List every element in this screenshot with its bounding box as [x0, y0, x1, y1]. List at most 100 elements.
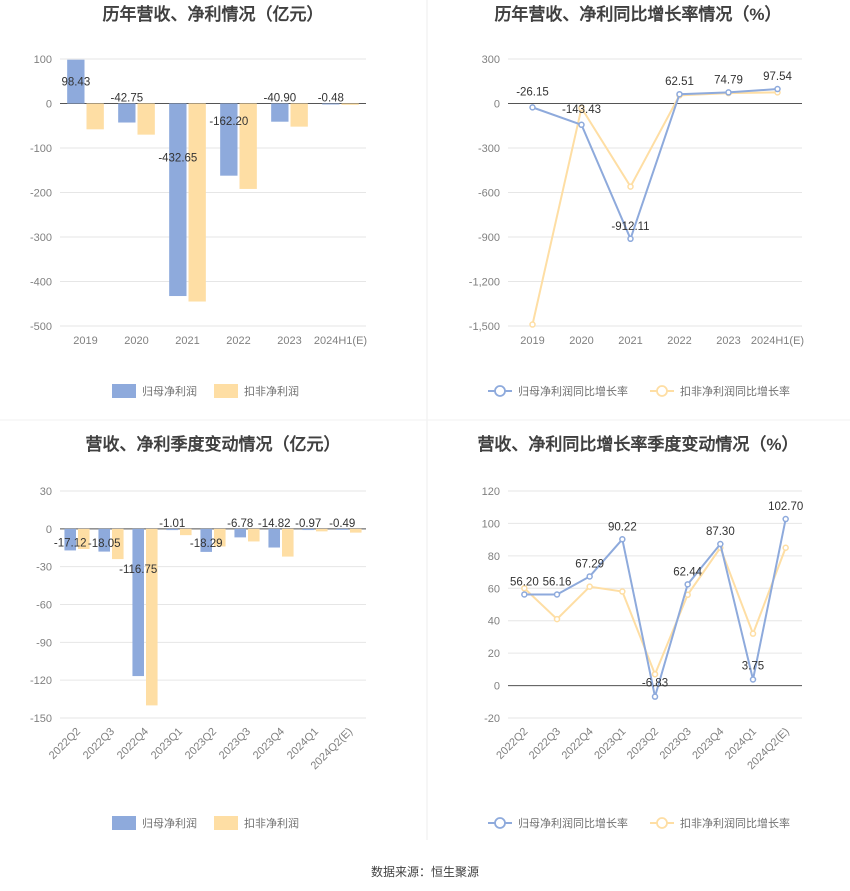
bar [132, 528, 144, 677]
data-label: -0.49 [329, 518, 355, 530]
series-line [532, 88, 778, 242]
data-label: -162.20 [209, 116, 248, 128]
x-tick-label: 2022Q2 [494, 726, 530, 762]
bar [234, 528, 246, 538]
y-tick-label: 20 [488, 648, 500, 660]
y-tick-label: 0 [46, 524, 52, 536]
data-label: -18.29 [190, 538, 223, 550]
legend-label: 归母净利润 [142, 384, 197, 398]
data-point [725, 89, 732, 96]
y-tick-label: -20 [484, 713, 500, 725]
bar [146, 528, 158, 706]
data-point [529, 104, 536, 111]
data-point [619, 588, 626, 595]
quarterly-growth-line-chart: 营收、净利同比增长率季度变动情况（%）120100806040200-20202… [477, 434, 803, 830]
bar [248, 528, 260, 542]
data-label: 102.70 [768, 501, 803, 513]
x-tick-label: 2023Q1 [149, 726, 185, 762]
data-label: -17.12 [54, 537, 87, 549]
x-tick-label: 2024H1(E) [751, 335, 804, 347]
data-point [717, 540, 724, 548]
bar [214, 528, 226, 547]
data-point [553, 615, 561, 623]
data-point [521, 591, 528, 598]
bar [336, 528, 348, 530]
bar [67, 59, 85, 104]
x-tick-label: 2019 [520, 335, 544, 347]
data-point [684, 581, 691, 588]
data-point [651, 693, 659, 700]
legend-label: 归母净利润 [142, 816, 197, 830]
legend-label: 扣非净利润同比增长率 [680, 816, 790, 830]
data-label: -26.15 [516, 86, 549, 98]
x-tick-label: 2020 [569, 335, 593, 347]
x-tick-label: 2023Q2 [183, 726, 219, 762]
y-tick-label: -300 [30, 232, 52, 244]
legend-swatch [214, 384, 238, 398]
bar [64, 528, 76, 551]
data-point [651, 670, 659, 678]
x-tick-label: 2023 [277, 335, 301, 347]
bar [112, 528, 124, 560]
bar [118, 103, 136, 123]
y-tick-label: -900 [478, 232, 500, 244]
data-label: -0.48 [318, 93, 344, 105]
legend-swatch [214, 816, 238, 830]
y-tick-label: 0 [494, 99, 500, 111]
data-label: -40.90 [264, 93, 297, 105]
legend-swatch-marker [656, 385, 668, 397]
x-tick-label: 2022Q3 [81, 726, 117, 762]
x-tick-label: 2020 [124, 335, 148, 347]
x-tick-label: 2023 [716, 335, 740, 347]
data-label: 56.16 [543, 577, 572, 589]
data-label: 74.79 [714, 74, 743, 86]
chart-title: 营收、净利同比增长率季度变动情况（%） [477, 434, 798, 454]
data-label: -6.83 [642, 678, 668, 690]
data-label: 97.54 [763, 71, 792, 83]
y-tick-label: 100 [482, 518, 500, 530]
x-tick-label: 2023Q2 [625, 726, 661, 762]
y-tick-label: -500 [30, 321, 52, 333]
y-tick-label: -1,200 [469, 277, 500, 289]
bar [282, 528, 294, 557]
data-label: 62.51 [665, 76, 694, 88]
data-label: 3.75 [742, 660, 764, 672]
y-tick-label: -60 [36, 600, 52, 612]
x-tick-label: 2022Q4 [115, 726, 151, 762]
y-tick-label: 40 [488, 616, 500, 628]
x-tick-label: 2023Q4 [690, 726, 726, 762]
y-tick-label: -30 [36, 562, 52, 574]
data-label: -143.43 [562, 104, 601, 116]
data-point [782, 544, 789, 551]
data-label: -14.82 [258, 518, 291, 530]
source-note: 数据来源：恒生聚源 [371, 864, 479, 879]
y-tick-label: -600 [478, 188, 500, 200]
data-point [529, 321, 536, 328]
legend-label: 归母净利润同比增长率 [518, 384, 628, 398]
y-tick-label: -1,500 [469, 321, 500, 333]
bar [290, 103, 308, 127]
bar [180, 528, 192, 536]
bar [137, 103, 155, 135]
data-label: -912.11 [611, 221, 649, 233]
annual-growth-line-chart: 历年营收、净利同比增长率情况（%） 300 0 -300 -600 -900 -1,200 -… [469, 4, 804, 398]
x-tick-label: 2022Q4 [560, 726, 596, 762]
x-tick-label: 2023Q1 [592, 726, 628, 762]
data-point [782, 515, 789, 523]
chart-title: 历年营收、净利情况（亿元） [103, 4, 324, 24]
legend-swatch-marker [494, 817, 506, 829]
y-tick-label: -100 [30, 143, 52, 155]
y-tick-label: -150 [30, 713, 52, 725]
x-tick-label: 2022 [226, 335, 250, 347]
data-point [627, 183, 634, 190]
bar [86, 103, 104, 130]
data-point [749, 676, 757, 683]
legend-label: 扣非净利润 [244, 384, 299, 398]
legend-swatch-marker [656, 817, 668, 829]
data-point [578, 121, 585, 129]
x-tick-label: 2022Q2 [47, 726, 83, 762]
bar [188, 103, 206, 302]
annual-profit-bar-chart: 历年营收、净利情况（亿元） 100 0 -100 -200 -300 -400 -500 201… [30, 4, 367, 398]
bar [322, 103, 340, 105]
legend-label: 扣非净利润同比增长率 [680, 384, 790, 398]
